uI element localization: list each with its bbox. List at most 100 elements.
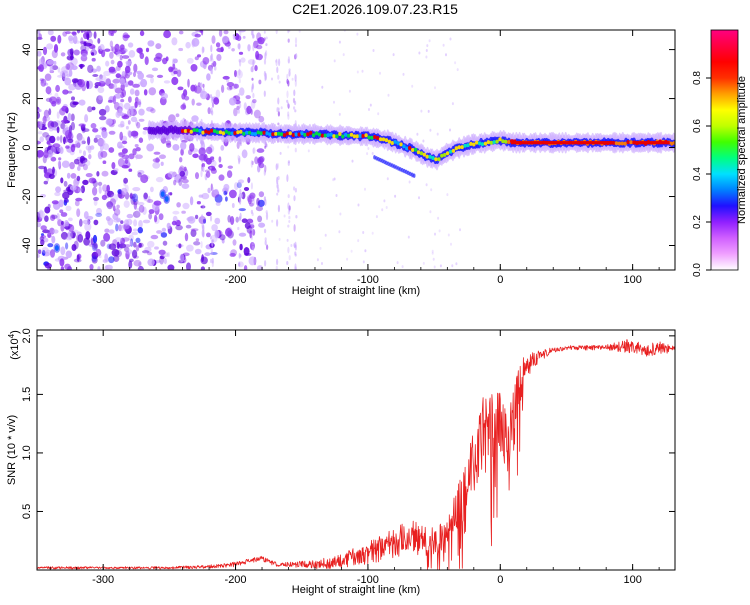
spectrogram-cell — [187, 78, 190, 88]
spectrogram-cell — [489, 140, 493, 145]
spectrogram-cell — [236, 130, 240, 135]
spectrogram-cell — [255, 50, 260, 60]
spectrogram-cell — [172, 144, 180, 151]
spectrogram-cell — [338, 40, 341, 44]
spectrogram-cell — [456, 68, 459, 72]
spectrogram-cell — [51, 65, 59, 71]
spectrogram-y-tick-label: 20 — [21, 92, 33, 104]
spectrogram-cell — [375, 215, 378, 219]
snr-x-tick-label: -100 — [357, 574, 379, 586]
spectrogram-cell — [68, 217, 73, 222]
colorbar-ticks: 0.0 0.2 0.4 0.6 0.8 — [692, 71, 711, 277]
spectrogram-cell — [109, 51, 114, 59]
spectrogram-cell — [92, 128, 99, 133]
spectrogram-cell — [420, 109, 423, 113]
spectrogram-cell — [276, 219, 279, 227]
spectrogram-cell — [176, 69, 182, 77]
spectrogram-y-tick-label: 0 — [21, 144, 33, 150]
spectrogram-cell — [110, 193, 119, 203]
spectrogram-cell — [135, 154, 143, 159]
spectrogram-cell — [37, 131, 43, 135]
spectrogram-cell — [250, 233, 253, 241]
spectrogram-cell — [178, 47, 184, 52]
spectrogram-cell — [142, 250, 150, 254]
spectrogram-cell — [223, 190, 228, 196]
spectrogram-cell — [430, 188, 433, 192]
spectrogram-cell — [150, 108, 156, 114]
spectrogram-cell — [198, 216, 207, 225]
spectrogram-cell — [112, 83, 118, 90]
spectrogram-cell — [178, 178, 183, 187]
spectrogram-cell — [293, 186, 296, 191]
spectrogram-cell — [243, 102, 247, 111]
spectrogram-cell — [202, 87, 205, 94]
spectrogram-cell — [148, 212, 153, 220]
spectrogram-cell — [250, 108, 253, 115]
spectrogram-cell — [134, 144, 139, 148]
spectrogram-cell — [211, 35, 216, 44]
spectrogram-cell — [221, 35, 229, 44]
spectrogram-cell — [418, 51, 421, 55]
spectrogram-cell — [457, 145, 461, 150]
spectrogram-cell — [250, 182, 253, 190]
spectrogram-cell — [97, 181, 103, 186]
spectrogram-cell — [294, 147, 297, 153]
spectrogram-cell — [172, 58, 178, 64]
spectrogram-cell — [77, 166, 81, 171]
spectrogram-cell — [161, 227, 167, 232]
spectrogram-cell — [150, 76, 154, 84]
spectrogram-cell — [277, 97, 280, 105]
spectrogram-cell — [501, 139, 505, 144]
spectrogram-cell — [142, 219, 151, 224]
spectrogram-cell — [346, 257, 349, 261]
spectrogram-cell — [191, 98, 195, 106]
spectrogram-cell — [53, 243, 61, 253]
spectrogram-cell — [348, 89, 351, 93]
spectrogram-cell — [232, 34, 236, 40]
spectrogram-cell — [286, 90, 289, 99]
spectrogram-cell — [119, 78, 126, 85]
spectrogram-cell — [231, 203, 235, 208]
spectrogram-cell — [138, 220, 143, 228]
spectrogram-cell — [265, 212, 269, 221]
spectrogram-cell — [68, 224, 75, 232]
spectrogram-cell — [431, 251, 434, 255]
spectrogram-cell — [111, 249, 120, 257]
spectrogram-cell — [264, 165, 267, 173]
spectrogram-cell — [71, 31, 77, 35]
spectrogram-cell — [64, 263, 71, 270]
spectrogram-cell — [253, 109, 261, 119]
spectrogram-cell — [614, 141, 619, 146]
spectrogram-cell — [124, 244, 131, 248]
spectrogram-cell — [92, 180, 98, 188]
spectrogram-cell — [55, 84, 60, 93]
spectrogram-cell — [180, 104, 187, 110]
colorbar-gradient — [710, 29, 739, 271]
spectrogram-cell — [132, 210, 141, 218]
spectrogram-cell — [287, 161, 290, 166]
spectrogram-cell — [178, 243, 182, 249]
spectrogram-cell — [96, 207, 102, 215]
spectrogram-cell — [202, 83, 205, 88]
spectrogram-cell — [146, 251, 153, 256]
spectrogram-cell — [355, 134, 359, 139]
spectrogram-cell — [181, 210, 186, 214]
spectrogram-cell — [139, 30, 145, 37]
spectrogram-cell — [152, 158, 161, 163]
spectrogram-cell — [278, 237, 281, 241]
spectrogram-cell — [258, 162, 265, 169]
spectrogram-cell — [498, 137, 502, 142]
spectrogram-cell — [71, 96, 75, 101]
spectrogram-cell — [215, 130, 220, 135]
spectrogram-cell — [127, 80, 134, 86]
spectrogram-cell — [253, 111, 258, 117]
spectrogram-cell — [277, 189, 280, 193]
spectrogram-cell — [440, 153, 444, 158]
spectrogram-cell — [153, 200, 162, 206]
spectrogram-cell — [362, 231, 365, 234]
spectrogram-cell — [463, 143, 467, 148]
spectrogram-cell — [158, 213, 164, 221]
spectrogram-cell — [218, 30, 223, 37]
spectrogram-cell — [389, 162, 392, 167]
spectrogram-cell — [219, 234, 226, 241]
